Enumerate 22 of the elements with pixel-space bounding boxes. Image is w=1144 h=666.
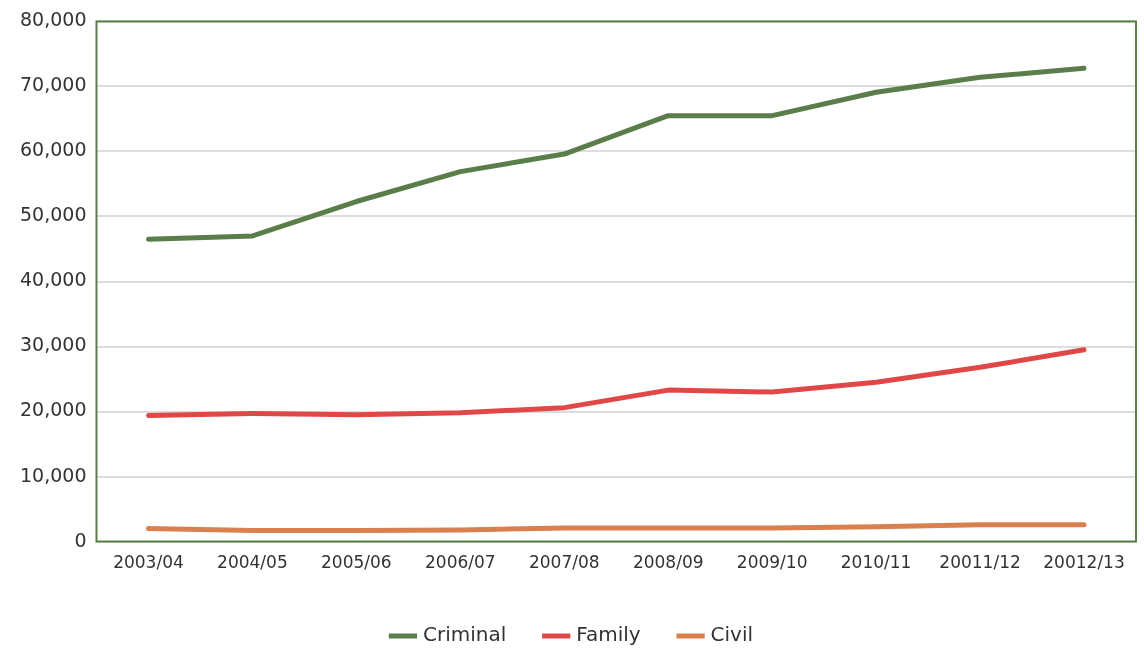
y-tick-label: 0 [74, 528, 87, 551]
x-tick-label: 2008/09 [632, 552, 704, 573]
x-tick-label: 2004/05 [217, 552, 288, 573]
y-tick-label: 40,000 [20, 268, 87, 291]
x-tick-label: 2005/06 [321, 552, 392, 573]
x-tick-label: 2003/04 [113, 552, 184, 573]
x-tick-label: 2010/11 [840, 552, 912, 573]
y-tick-label: 80,000 [20, 8, 87, 31]
y-tick-label: 20,000 [20, 398, 87, 421]
legend-label: Criminal [422, 622, 507, 647]
y-tick-label: 60,000 [20, 138, 87, 161]
x-tick-label: 20011/12 [939, 552, 1021, 573]
x-tick-label: 2007/08 [528, 552, 600, 573]
legend-label: Family [576, 622, 641, 647]
x-tick-label: 2009/10 [736, 552, 808, 573]
x-tick-label: 2006/07 [425, 552, 496, 573]
y-tick-label: 70,000 [20, 73, 87, 96]
y-tick-label: 50,000 [20, 203, 87, 226]
x-tick-label: 20012/13 [1043, 552, 1125, 573]
y-tick-label: 30,000 [20, 333, 87, 356]
y-tick-label: 10,000 [20, 463, 87, 486]
legend-label: Civil [710, 622, 754, 647]
